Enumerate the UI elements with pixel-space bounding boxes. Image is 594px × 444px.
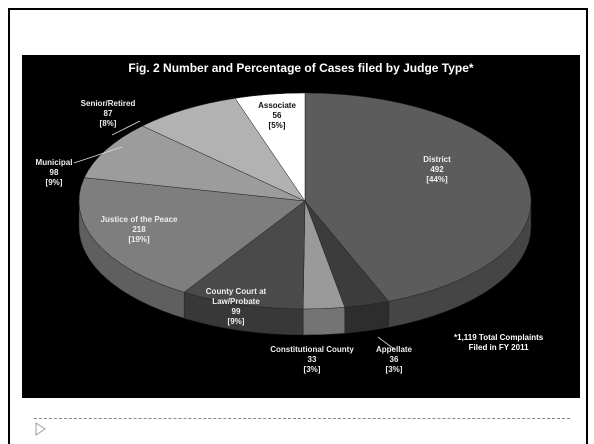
pie-slice <box>304 92 532 302</box>
chart-title: Fig. 2 Number and Percentage of Cases fi… <box>128 61 474 75</box>
slice-name: Constitutional County <box>270 345 354 354</box>
pie-svg <box>73 92 532 350</box>
slice-name: Appellate <box>375 345 413 354</box>
pie-slice <box>78 177 306 293</box>
slice-name: Senior/Retired <box>80 99 136 108</box>
annotation: *1,119 Total Complaints Filed in FY 2011 <box>454 333 543 353</box>
slice-value: 99 <box>231 307 241 316</box>
slice-name: Associate <box>258 101 296 110</box>
slice-name: County Court at Law/Probate <box>205 287 267 306</box>
slice-percent: [5%] <box>268 121 286 130</box>
slice-name: Municipal <box>35 158 73 167</box>
slice-percent: [9%] <box>227 317 245 326</box>
pie-slice <box>183 200 306 310</box>
chart: Fig. 2 Number and Percentage of Cases fi… <box>22 55 580 398</box>
pie-slice <box>234 92 306 202</box>
slice-percent: [3%] <box>303 365 321 374</box>
slice-percent: [8%] <box>99 119 117 128</box>
annotation-line: *1,119 Total Complaints <box>454 333 544 342</box>
slice-label: District 492 [44%] <box>423 155 451 185</box>
slice-label: Municipal 98 [9%] <box>36 158 73 188</box>
slice-value: 56 <box>272 111 282 120</box>
slice-name: District <box>423 155 451 164</box>
slice-label: Appellate 36 [3%] <box>376 345 412 375</box>
slice-percent: [9%] <box>45 178 63 187</box>
leader-line <box>111 120 141 136</box>
slide-frame <box>8 8 588 444</box>
pie-slice <box>83 125 306 202</box>
slice-value: 36 <box>389 355 399 364</box>
slice-label: Constitutional County 33 [3%] <box>270 345 354 375</box>
slice-label: Senior/Retired 87 [8%] <box>81 99 136 129</box>
bullet-icon <box>35 422 46 436</box>
slice-label: Associate 56 [5%] <box>258 101 296 131</box>
slice-percent: [3%] <box>385 365 403 374</box>
slice-percent: [44%] <box>426 175 448 184</box>
annotation-line: Filed in FY 2011 <box>468 343 529 352</box>
slice-value: 492 <box>430 165 444 174</box>
slice-percent: [19%] <box>128 235 150 244</box>
slice-name: Justice of the Peace <box>100 215 178 224</box>
pie-slice <box>141 98 306 202</box>
slice-value: 33 <box>307 355 317 364</box>
divider <box>34 418 570 419</box>
leader-line <box>377 336 395 350</box>
slice-label: County Court at Law/Probate 99 [9%] <box>203 287 269 327</box>
slice-value: 98 <box>49 168 59 177</box>
slice-value: 87 <box>103 109 113 118</box>
pie-side <box>302 307 346 336</box>
slice-label: Justice of the Peace 218 [19%] <box>101 215 178 245</box>
slice-value: 218 <box>132 225 146 234</box>
leader-line <box>73 146 123 164</box>
